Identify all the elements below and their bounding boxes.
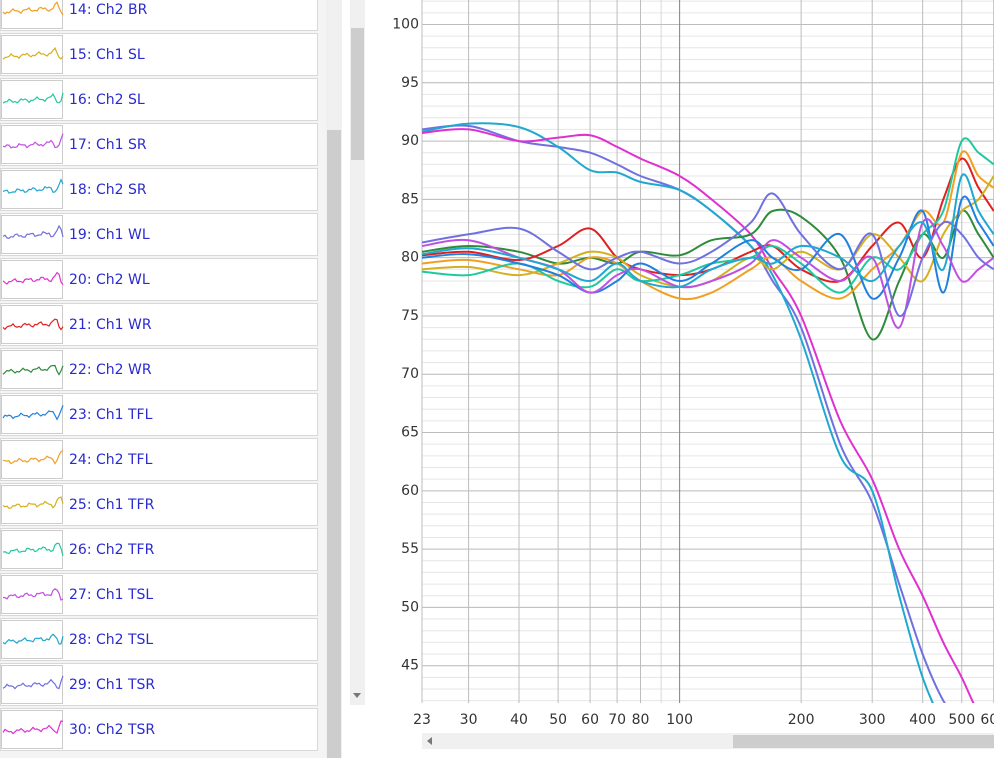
item-label: 24: Ch2 TFL bbox=[69, 452, 153, 468]
y-tick-label: 45 bbox=[401, 658, 419, 674]
item-label: 23: Ch1 TFL bbox=[69, 407, 153, 423]
x-tick-label: 50 bbox=[549, 712, 567, 728]
x-tick-label: 600 bbox=[980, 712, 994, 728]
thumbnail-trace bbox=[2, 364, 64, 376]
item-label: 14: Ch2 BR bbox=[69, 2, 148, 18]
y-tick-label: 95 bbox=[401, 75, 419, 91]
y-tick-label: 85 bbox=[401, 191, 419, 207]
series-line bbox=[422, 208, 994, 341]
vertical-scrollbar[interactable] bbox=[350, 0, 365, 705]
x-tick-label: 70 bbox=[608, 712, 626, 728]
thumbnail-trace bbox=[2, 46, 64, 60]
x-tick-label: 500 bbox=[948, 712, 975, 728]
thumbnail-trace bbox=[2, 224, 64, 239]
scroll-down-arrow[interactable] bbox=[353, 693, 361, 698]
horizontal-scroll-thumb[interactable] bbox=[733, 735, 994, 748]
series-line bbox=[422, 173, 994, 289]
thumbnail-frame bbox=[1, 80, 63, 119]
y-tick-label: 60 bbox=[401, 483, 419, 499]
item-label: 16: Ch2 SL bbox=[69, 92, 145, 108]
scroll-left-arrow[interactable] bbox=[427, 737, 432, 745]
y-tick-label: 80 bbox=[401, 250, 419, 266]
thumbnail-trace bbox=[2, 318, 64, 331]
thumbnail-trace bbox=[2, 178, 64, 194]
item-label: 17: Ch1 SR bbox=[69, 137, 147, 153]
y-tick-label: 55 bbox=[401, 541, 419, 557]
series-line bbox=[422, 175, 994, 289]
item-label: 20: Ch2 WL bbox=[69, 272, 150, 288]
series-line bbox=[422, 124, 946, 703]
item-label: 29: Ch1 TSR bbox=[69, 677, 155, 693]
x-tick-label: 40 bbox=[510, 712, 528, 728]
item-label: 18: Ch2 SR bbox=[69, 182, 147, 198]
item-label: 25: Ch1 TFR bbox=[69, 497, 155, 513]
thumbnail-trace bbox=[2, 92, 64, 104]
thumbnail-trace bbox=[2, 720, 64, 735]
thumbnail-trace bbox=[2, 675, 64, 690]
series-line bbox=[422, 195, 994, 300]
series-line bbox=[422, 192, 994, 317]
y-tick-label: 90 bbox=[401, 133, 419, 149]
y-tick-label: 70 bbox=[401, 366, 419, 382]
thumbnail-trace bbox=[2, 542, 64, 556]
thumbnail-trace bbox=[2, 496, 64, 510]
x-tick-label: 400 bbox=[909, 712, 936, 728]
thumbnail-frame bbox=[1, 620, 63, 659]
vertical-scroll-thumb[interactable] bbox=[351, 28, 364, 160]
y-tick-label: 50 bbox=[401, 599, 419, 615]
plot-area bbox=[422, 0, 994, 703]
x-tick-label: 23 bbox=[413, 712, 431, 728]
series-line bbox=[422, 122, 934, 703]
thumbnail-frame bbox=[1, 575, 63, 614]
x-tick-label: 30 bbox=[460, 712, 478, 728]
thumbnail-trace bbox=[2, 450, 64, 465]
thumbnail-trace bbox=[2, 133, 64, 149]
thumbnail-trace bbox=[2, 405, 64, 421]
item-label: 27: Ch1 TSL bbox=[69, 587, 153, 603]
thumbnail-trace bbox=[2, 1, 64, 16]
item-label: 30: Ch2 TSR bbox=[69, 722, 155, 738]
series-line bbox=[422, 128, 975, 703]
series-line bbox=[422, 218, 994, 329]
item-label: 22: Ch2 WR bbox=[69, 362, 152, 378]
thumbnail-trace bbox=[2, 588, 64, 601]
thumbnail-trace bbox=[2, 633, 64, 645]
item-label: 26: Ch2 TFR bbox=[69, 542, 155, 558]
x-tick-label: 60 bbox=[581, 712, 599, 728]
x-tick-label: 200 bbox=[788, 712, 815, 728]
item-label: 15: Ch1 SL bbox=[69, 47, 145, 63]
series-line bbox=[422, 157, 994, 283]
thumbnail-trace bbox=[2, 271, 64, 286]
item-label: 21: Ch1 WR bbox=[69, 317, 152, 333]
list-scroll-thumb[interactable] bbox=[327, 130, 341, 758]
thumbnail-frame bbox=[1, 215, 63, 254]
y-tick-label: 75 bbox=[401, 308, 419, 324]
x-tick-label: 100 bbox=[666, 712, 693, 728]
y-tick-label: 65 bbox=[401, 425, 419, 441]
x-tick-label: 300 bbox=[859, 712, 886, 728]
item-label: 28: Ch2 TSL bbox=[69, 632, 153, 648]
item-label: 19: Ch1 WL bbox=[69, 227, 150, 243]
thumbnail-frame bbox=[1, 305, 63, 344]
thumbnail-frame bbox=[1, 0, 63, 29]
y-tick-label: 100 bbox=[392, 16, 419, 32]
x-tick-label: 80 bbox=[632, 712, 650, 728]
